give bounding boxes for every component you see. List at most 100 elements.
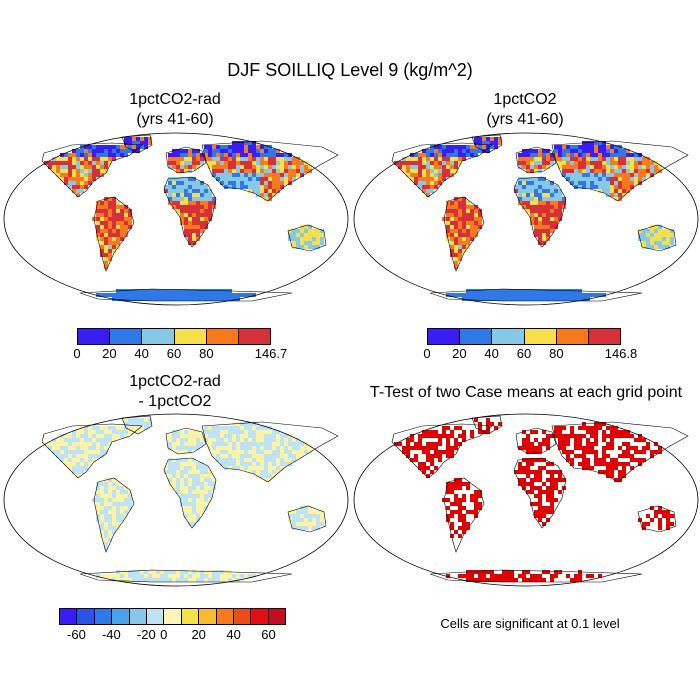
- colorbar-swatch: [460, 329, 493, 344]
- coastline: [471, 134, 503, 154]
- colorbar-swatch: [233, 609, 252, 624]
- colorbar-swatch: [251, 609, 269, 624]
- colorbar-tick-label: 60: [261, 627, 276, 642]
- map-panel-top-right: [353, 132, 699, 306]
- colorbar-labels-top-left: 0 20 40 60 80 146.7: [73, 346, 287, 364]
- coastline: [551, 421, 689, 483]
- colorbar-swatch: [110, 329, 143, 344]
- colorbar-tick-label: -60: [67, 627, 86, 642]
- land-cells: [44, 418, 324, 582]
- map-boundary: [3, 413, 349, 587]
- coastline: [201, 140, 339, 202]
- coastline: [121, 415, 153, 435]
- coastline: [429, 569, 643, 583]
- colorbar-swatch: [238, 329, 271, 344]
- coastline: [391, 423, 493, 479]
- panel-title-bottom-left: 1pctCO2-rad - 1pctCO2: [55, 372, 295, 412]
- colorbar-tick-label: 20: [191, 627, 206, 642]
- colorbar-swatch: [77, 609, 95, 624]
- coastline: [287, 505, 327, 533]
- panel-title-line2: (yrs 41-60): [136, 111, 214, 128]
- colorbar-tick-label: 20: [102, 346, 117, 361]
- significance-note: Cells are significant at 0.1 level: [440, 616, 620, 631]
- colorbar-swatch: [146, 609, 165, 624]
- coastline: [79, 569, 293, 583]
- coastline: [163, 176, 217, 248]
- panel-title-line1: 1pctCO2-rad: [129, 373, 221, 390]
- map-boundary: [353, 132, 699, 306]
- panel-title-bottom-right: T-Test of two Case means at each grid po…: [352, 383, 700, 403]
- coastline: [391, 142, 493, 198]
- colorbar-swatch: [94, 609, 113, 624]
- colorbar-swatch: [78, 329, 111, 344]
- colorbar-swatch: [199, 609, 217, 624]
- panel-title-line1: T-Test of two Case means at each grid po…: [369, 384, 683, 401]
- figure-title: DJF SOILLIQ Level 9 (kg/m^2): [227, 60, 473, 80]
- colorbar-tick-label: -20: [136, 627, 156, 642]
- colorbar-labels-bottom-left: -60 -40 -20 0 20 40 60: [59, 627, 286, 645]
- coastline: [429, 288, 643, 302]
- colorbar-swatch: [268, 609, 286, 624]
- panel-title-top-right: 1pctCO2 (yrs 41-60): [405, 90, 645, 130]
- colorbar-swatch: [60, 609, 78, 624]
- colorbar-swatch: [129, 609, 147, 624]
- colorbar-swatch: [174, 329, 207, 344]
- colorbar-tick-label: 40: [484, 346, 499, 361]
- colorbar-tick-label: 40: [134, 346, 149, 361]
- colorbar-swatch: [524, 329, 557, 344]
- colorbar-tick-label: -40: [101, 627, 121, 642]
- colorbar-tick-label: 146.7: [254, 346, 288, 361]
- panel-title-line1: 1pctCO2-rad: [129, 91, 221, 108]
- map-panel-bottom-right: [353, 413, 699, 587]
- colorbar-swatch: [164, 609, 182, 624]
- panel-title-top-left: 1pctCO2-rad (yrs 41-60): [55, 90, 295, 130]
- colorbar-tick-label: 80: [549, 346, 564, 361]
- coastline: [41, 142, 143, 198]
- coastline: [637, 505, 677, 533]
- land-cells: [394, 137, 674, 301]
- colorbar-swatch: [112, 609, 130, 624]
- colorbar-top-right: [427, 328, 621, 345]
- coastline: [513, 176, 567, 248]
- colorbar-tick-label: 0: [160, 627, 168, 642]
- coastline: [79, 288, 293, 302]
- coastline: [93, 477, 135, 553]
- colorbar-tick-label: 60: [166, 346, 182, 361]
- colorbar-swatch: [492, 329, 525, 344]
- coastline: [513, 457, 567, 529]
- map-boundary: [353, 413, 699, 587]
- colorbar-tick-label: 0: [73, 346, 81, 361]
- coastline: [515, 146, 557, 174]
- coastline: [93, 196, 135, 272]
- coastline: [165, 146, 207, 174]
- coastline: [551, 140, 689, 202]
- colorbar-swatch: [142, 329, 175, 344]
- coastline: [471, 415, 503, 435]
- colorbar-labels-top-right: 0 20 40 60 80 146.8: [423, 346, 637, 364]
- panel-title-line2: - 1pctCO2: [138, 393, 212, 410]
- coastline: [201, 421, 339, 483]
- coastline: [443, 196, 485, 272]
- colorbar-tick-label: 146.8: [604, 346, 638, 361]
- colorbar-swatch: [216, 609, 234, 624]
- panel-title-line2: (yrs 41-60): [486, 111, 564, 128]
- land-cells: [44, 137, 324, 301]
- coastline: [515, 427, 557, 455]
- colorbar-swatch: [556, 329, 589, 344]
- coastline: [163, 457, 217, 529]
- colorbar-swatch: [206, 329, 239, 344]
- colorbar-swatch: [588, 329, 621, 344]
- colorbar-tick-label: 80: [199, 346, 214, 361]
- colorbar-swatch: [428, 329, 461, 344]
- coastline: [165, 427, 207, 455]
- coastline: [443, 477, 485, 553]
- colorbar-top-left: [77, 328, 271, 345]
- colorbar-swatch: [181, 609, 200, 624]
- colorbar-bottom-left: [59, 608, 286, 625]
- coastline: [637, 224, 677, 252]
- map-panel-top-left: [3, 132, 349, 306]
- colorbar-tick-label: 40: [226, 627, 241, 642]
- map-panel-bottom-left: [3, 413, 349, 587]
- coastline: [287, 224, 327, 252]
- colorbar-tick-label: 0: [423, 346, 431, 361]
